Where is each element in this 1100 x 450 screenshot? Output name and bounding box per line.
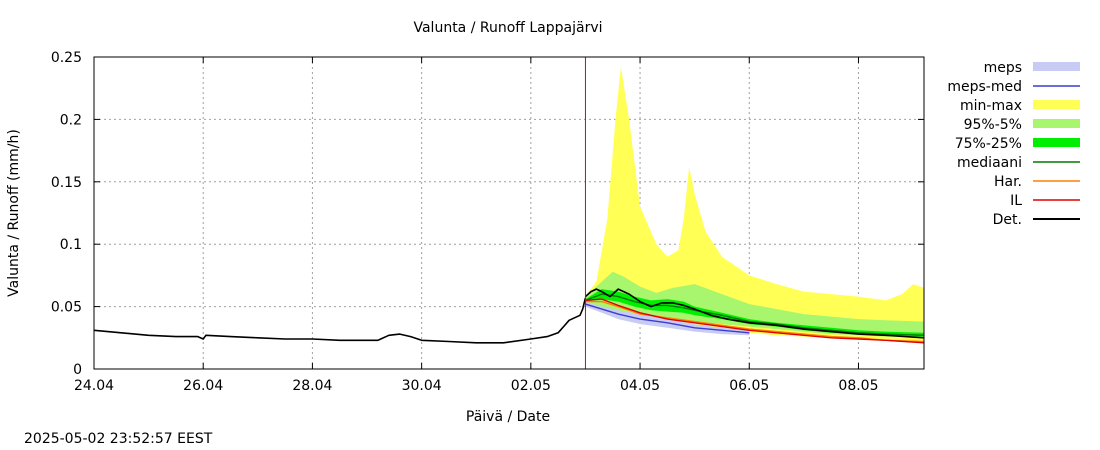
line-har bbox=[585, 300, 925, 343]
axis-ticks: 0 0.05 0.1 0.15 0.2 0.25 24.04 26.04 28.04 30.04 0… bbox=[51, 50, 924, 394]
line-il bbox=[585, 298, 925, 344]
legend-label: meps bbox=[984, 60, 1022, 76]
legend-label: 75%-25% bbox=[955, 136, 1022, 152]
band-min-max bbox=[585, 67, 924, 343]
line-history bbox=[93, 297, 587, 344]
band-95-5 bbox=[585, 271, 924, 338]
y-axis-label: Valunta / Runoff (mm/h) bbox=[6, 129, 22, 297]
band-75-25 bbox=[585, 289, 924, 337]
legend-label: Det. bbox=[993, 212, 1022, 228]
forecast-bands bbox=[585, 67, 924, 343]
x-tick-label: 06.05 bbox=[729, 378, 769, 394]
y-tick-label: 0.2 bbox=[60, 112, 82, 128]
legend-swatch-95-5 bbox=[1033, 119, 1080, 128]
legend-label: Har. bbox=[994, 174, 1022, 190]
plot-frame bbox=[93, 56, 925, 370]
legend-label: mediaani bbox=[957, 155, 1022, 171]
timestamp: 2025-05-02 23:52:57 EEST bbox=[24, 431, 213, 447]
band-meps bbox=[585, 301, 750, 336]
y-tick-label: 0.25 bbox=[51, 50, 82, 66]
x-tick-label: 04.05 bbox=[620, 378, 660, 394]
x-tick-label: 26.04 bbox=[183, 378, 223, 394]
x-tick-label: 24.04 bbox=[74, 378, 114, 394]
line-meps-med bbox=[585, 303, 750, 334]
x-axis-label: Päivä / Date bbox=[466, 409, 550, 425]
legend-label: 95%-5% bbox=[964, 117, 1022, 133]
x-tick-label: 02.05 bbox=[511, 378, 551, 394]
x-tick-label: 08.05 bbox=[838, 378, 878, 394]
line-mediaani bbox=[585, 293, 925, 336]
x-tick-label: 30.04 bbox=[402, 378, 442, 394]
legend-label: meps-med bbox=[947, 79, 1022, 95]
legend-label: min-max bbox=[960, 98, 1022, 114]
legend-swatch-min-max bbox=[1033, 100, 1080, 109]
legend-swatch-meps bbox=[1033, 62, 1080, 71]
x-tick-label: 28.04 bbox=[292, 378, 332, 394]
y-tick-label: 0.05 bbox=[51, 300, 82, 316]
y-tick-label: 0.15 bbox=[51, 175, 82, 191]
y-tick-label: 0.1 bbox=[60, 237, 82, 253]
y-tick-label: 0 bbox=[73, 362, 82, 378]
legend-swatch-75-25 bbox=[1033, 138, 1080, 147]
legend-label: IL bbox=[1010, 193, 1022, 209]
line-det bbox=[584, 288, 925, 339]
chart-title: Valunta / Runoff Lappajärvi bbox=[413, 20, 602, 36]
legend: meps meps-med min-max 95%-5% 75%-25% mediaani… bbox=[947, 60, 1080, 228]
series-lines bbox=[93, 288, 925, 344]
